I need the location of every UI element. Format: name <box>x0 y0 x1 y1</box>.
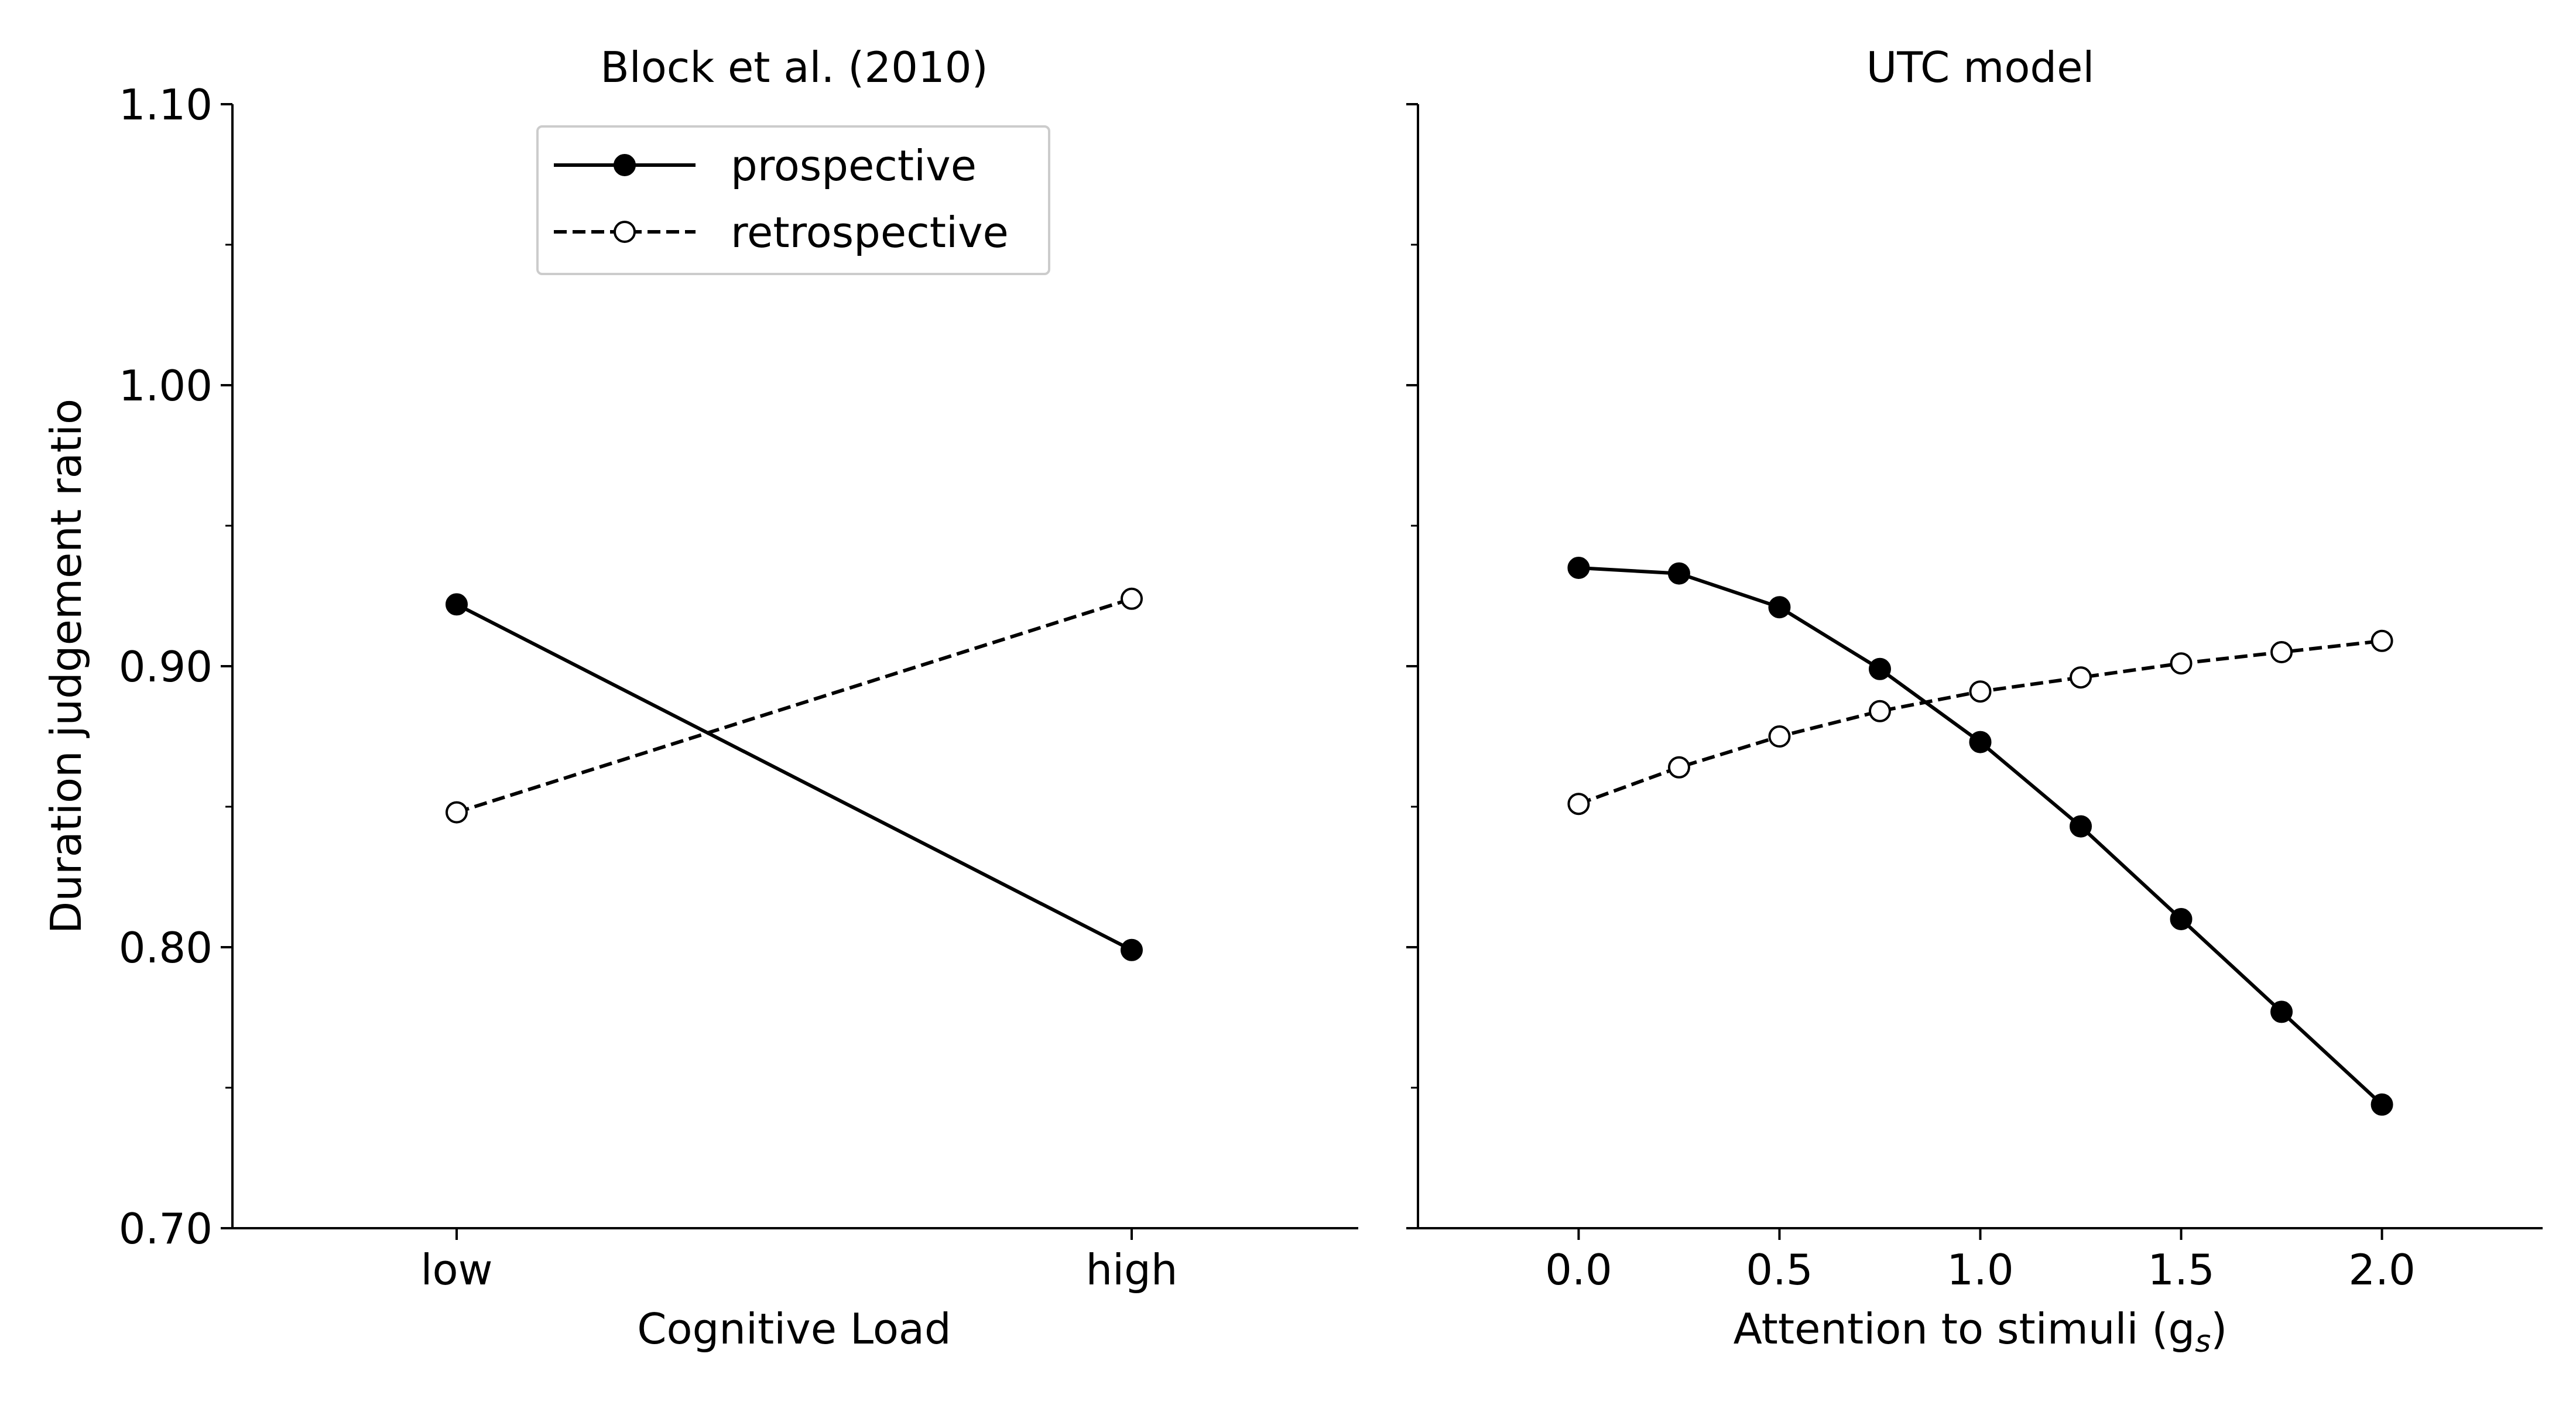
right-x-axis-label: Attention to stimuli (gs) <box>1734 1304 2228 1359</box>
left-axes: 0.70 0.80 0.90 1.00 1.10 low high <box>119 80 1358 1294</box>
left-chart-title: Block et al. (2010) <box>600 43 988 92</box>
panel-block-et-al: Block et al. (2010) Cognitive Load Durat… <box>42 43 1358 1353</box>
left-line-prospective <box>455 602 1133 952</box>
right-chart-title: UTC model <box>1866 43 2095 92</box>
left-x-tick-label-high: high <box>1086 1245 1178 1294</box>
panel-utc-model: UTC model Attention to stimuli (gs) 0.0 0… <box>1406 43 2543 1359</box>
left-line-retrospective <box>456 597 1132 814</box>
right-point-prospective <box>1969 731 1992 753</box>
right-point-retrospective <box>2270 641 2293 663</box>
right-x-tick-label: 1.5 <box>2147 1245 2215 1294</box>
right-point-retrospective <box>1969 680 1992 703</box>
right-point-prospective <box>1567 557 1590 579</box>
left-y-tick-label: 1.00 <box>119 361 213 410</box>
right-x-tick-label: 0.0 <box>1545 1245 1612 1294</box>
legend-label-retrospective: retrospective <box>731 208 1009 257</box>
right-point-retrospective <box>1567 793 1590 815</box>
right-x-axis-label-main: Attention to stimuli (g <box>1734 1304 2195 1353</box>
legend-marker-prospective <box>614 154 636 176</box>
right-axes: 0.0 0.5 1.0 1.5 2.0 <box>1406 103 2543 1294</box>
right-x-tick-label: 2.0 <box>2348 1245 2416 1294</box>
right-point-prospective <box>2270 1000 2293 1023</box>
right-x-axis-label-end: ) <box>2211 1304 2227 1353</box>
right-point-prospective <box>1667 562 1690 585</box>
right-point-retrospective <box>2070 666 2092 689</box>
left-series-marks <box>446 587 1143 961</box>
left-y-tick-label: 0.80 <box>119 923 213 972</box>
left-point-prospective <box>446 593 468 616</box>
right-line-retrospective <box>1578 639 2382 806</box>
right-point-retrospective <box>2371 629 2393 652</box>
left-y-tick-label: 1.10 <box>119 80 213 129</box>
left-y-tick-label: 0.70 <box>119 1204 213 1253</box>
left-point-prospective <box>1121 938 1143 961</box>
left-point-retrospective <box>446 801 468 824</box>
right-line-prospective <box>1578 566 2383 1106</box>
right-point-retrospective <box>1768 725 1791 748</box>
right-point-retrospective <box>1667 756 1690 779</box>
right-point-prospective <box>2170 908 2193 930</box>
right-point-prospective <box>1768 596 1791 619</box>
right-point-prospective <box>2070 815 2092 838</box>
right-x-axis-label-sub: s <box>2195 1324 2211 1359</box>
left-point-retrospective <box>1121 587 1143 610</box>
left-x-axis-label: Cognitive Load <box>637 1304 951 1353</box>
left-y-tick-label: 0.90 <box>119 642 213 691</box>
legend-marker-retrospective <box>614 221 636 243</box>
right-point-prospective <box>2371 1093 2393 1116</box>
right-x-tick-label: 0.5 <box>1746 1245 1813 1294</box>
legend-label-prospective: prospective <box>731 141 977 190</box>
legend: prospective retrospective <box>536 125 1050 275</box>
y-axis-label: Duration judgement ratio <box>42 399 91 934</box>
right-x-tick-label: 1.0 <box>1947 1245 2014 1294</box>
right-point-prospective <box>1868 657 1891 680</box>
left-x-tick-label-low: low <box>421 1245 493 1294</box>
right-series-marks <box>1567 557 2393 1116</box>
right-point-retrospective <box>2170 652 2193 675</box>
right-point-retrospective <box>1868 700 1891 722</box>
